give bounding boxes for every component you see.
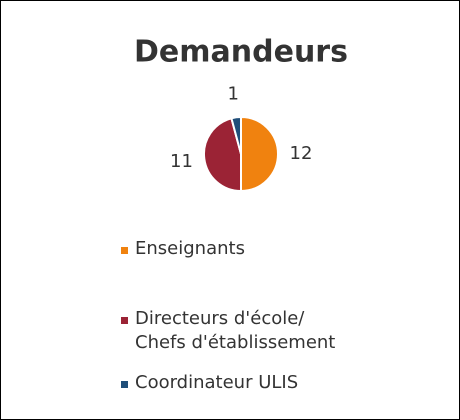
legend-label: Coordinateur ULIS xyxy=(135,372,299,393)
legend-item: Enseignants xyxy=(119,237,349,261)
legend-item: Directeurs d'école/ Chefs d'établissemen… xyxy=(119,307,349,355)
legend-item: Coordinateur ULIS xyxy=(119,371,349,395)
data-label: 11 xyxy=(170,151,193,172)
pie-slice xyxy=(230,115,242,155)
legend-label: Directeurs d'école/ Chefs d'établissemen… xyxy=(135,308,336,353)
legend-swatch xyxy=(121,247,128,254)
legend-swatch xyxy=(121,317,128,324)
legend-swatch xyxy=(121,381,128,388)
chart-title: Demandeurs xyxy=(134,35,348,70)
data-label: 12 xyxy=(290,143,313,164)
pie-slice xyxy=(203,117,242,193)
legend-label: Enseignants xyxy=(135,238,245,259)
data-label: 1 xyxy=(227,84,238,105)
legend: Enseignants Directeurs d'école/ Chefs d'é… xyxy=(119,237,349,395)
pie-slice xyxy=(240,115,279,193)
